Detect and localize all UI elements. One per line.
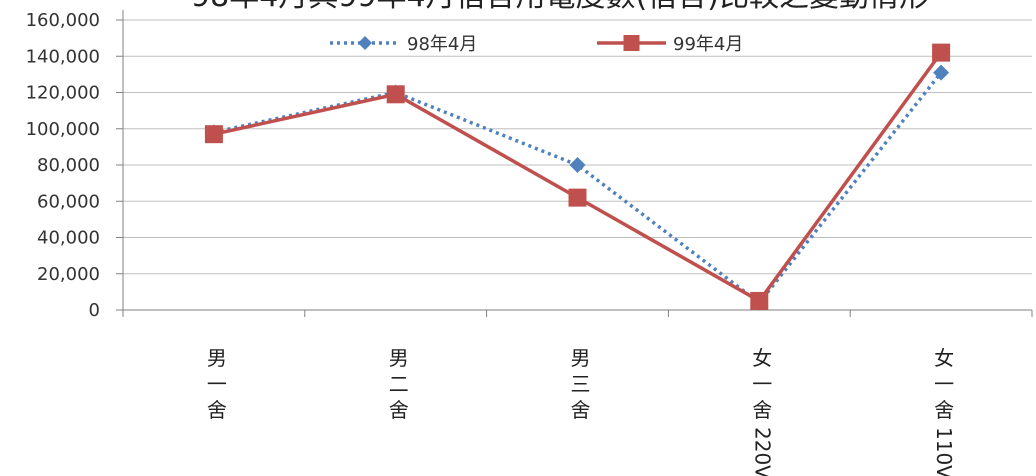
- data-point-marker: [386, 85, 405, 104]
- y-tick-label: 40,000: [37, 228, 100, 249]
- x-axis: [122, 10, 1033, 317]
- data-point-marker: [568, 188, 587, 207]
- x-axis-labels: 男一舍 男二舍 男三舍 女一舍 220V 女一舍 110V: [207, 346, 956, 476]
- y-tick-label: 0: [89, 300, 100, 321]
- y-tick-label: 20,000: [37, 264, 100, 285]
- y-tick-label: 100,000: [26, 119, 100, 140]
- legend-marker: [358, 36, 372, 50]
- x-category-label-part: 110V: [932, 427, 956, 476]
- x-category-label: 男二舍: [389, 346, 409, 422]
- legend-marker: [623, 35, 640, 51]
- gridlines: [123, 19, 1032, 275]
- data-point-marker: [569, 157, 586, 173]
- data-point-marker: [204, 125, 223, 144]
- legend-label: 98年4月: [407, 34, 477, 55]
- legend: 98年4月 99年4月: [330, 34, 743, 55]
- legend-label: 99年4月: [673, 34, 743, 55]
- series-lines: [204, 43, 951, 311]
- y-tick-label: 120,000: [26, 83, 100, 104]
- x-category-label: 男一舍: [207, 346, 227, 422]
- series-line: [213, 71, 943, 306]
- data-point-marker: [750, 291, 769, 310]
- series-line: [213, 51, 943, 304]
- data-point-marker: [933, 64, 950, 81]
- x-category-label-part: 220V: [750, 427, 774, 476]
- y-axis-ticks: 0 20,000 40,000 60,000 80,000 100,000 120,000 1…: [26, 10, 123, 321]
- y-tick-label: 140,000: [26, 46, 100, 67]
- data-point-marker: [932, 43, 951, 62]
- y-tick-label: 60,000: [37, 191, 100, 212]
- y-tick-label: 80,000: [37, 155, 100, 176]
- x-category-label: 女一舍: [934, 346, 954, 422]
- chart-title: 98年4月與99年4月宿舍用電度數(宿舍)比較之變動情形: [191, 0, 929, 14]
- x-category-label: 女一舍: [752, 346, 772, 422]
- x-category-label: 男三舍: [571, 346, 591, 422]
- y-tick-label: 160,000: [26, 10, 100, 31]
